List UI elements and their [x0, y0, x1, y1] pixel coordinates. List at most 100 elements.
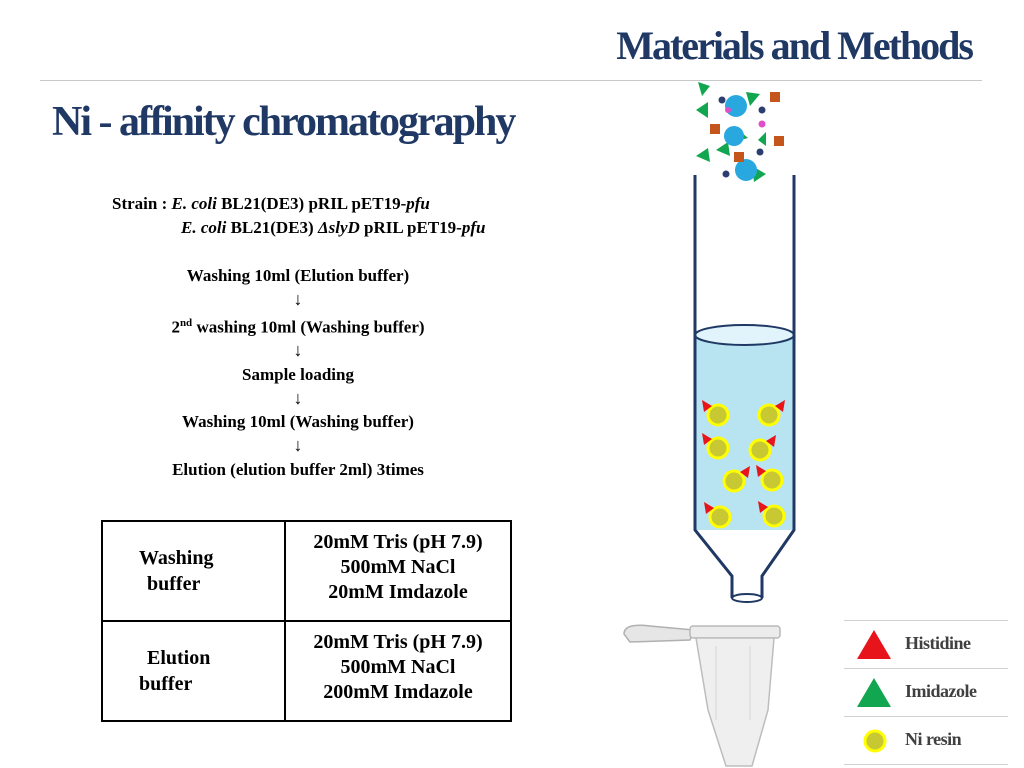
buffer-label: Elution buffer — [101, 620, 286, 722]
falling-particles — [696, 82, 784, 182]
impurity-particle — [774, 136, 784, 146]
liquid-surface — [694, 324, 795, 346]
ni-resin-bead — [762, 504, 786, 528]
histidine-tag — [766, 435, 776, 447]
imidazole-particle — [758, 132, 766, 146]
strain-species: E. coli — [171, 194, 217, 213]
strain2-name: BL21(DE3) — [226, 218, 318, 237]
ni-resin-bead — [722, 469, 746, 493]
imidazole-particle — [696, 148, 710, 162]
component: 500mM NaCl — [340, 556, 456, 578]
histidine-tag — [702, 433, 712, 445]
strain-line-1: Strain : E. coli BL21(DE3) pRIL pET19-pf… — [112, 194, 430, 214]
strain-prefix: Strain : — [112, 194, 172, 213]
legend-item-histidine: Histidine — [844, 620, 1008, 668]
ni-resin-bead — [757, 403, 781, 427]
histidine-tag — [704, 502, 714, 514]
ni-resin-beads — [702, 400, 786, 529]
strain2-plasmid: pfu — [461, 218, 486, 237]
component: 20mM Tris (pH 7.9) — [313, 531, 483, 553]
step-2-ordinal: nd — [179, 316, 193, 329]
step-1: Washing 10ml (Elution buffer) — [186, 266, 410, 285]
histidine-tag — [702, 400, 712, 412]
column-body — [693, 175, 796, 603]
ni-resin-bead — [706, 403, 730, 427]
imidazole-particle — [696, 102, 708, 118]
ni-resin-bead — [748, 438, 772, 462]
ni-resin-bead — [706, 436, 730, 460]
strain2-species: E. coli — [181, 218, 227, 237]
ni-resin-icon — [863, 729, 887, 753]
impurity-particle — [734, 152, 744, 162]
section-title: Ni - affinity chromatography — [52, 99, 516, 145]
histidine-tag — [775, 400, 785, 412]
down-arrow-icon: ↓ — [293, 387, 303, 408]
legend-label: Ni resin — [905, 729, 962, 749]
down-arrow-icon: ↓ — [293, 288, 303, 309]
imidazole-particle — [746, 92, 760, 106]
table-row: Washing buffer 20mM Tris (pH 7.9) 500mM … — [101, 520, 512, 622]
impurity-dot — [722, 170, 730, 178]
down-arrow-icon: ↓ — [293, 340, 303, 361]
step-3: Sample loading — [242, 364, 354, 384]
legend-item-imidazole: Imidazole — [844, 668, 1008, 716]
buffer-label-line-2: buffer — [139, 673, 193, 695]
histidine-triangle-icon — [857, 630, 891, 659]
tube-lid — [623, 624, 696, 643]
legend-label: Histidine — [905, 633, 971, 653]
down-arrow-icon: ↓ — [293, 435, 303, 456]
protein-particle — [725, 95, 747, 117]
step-5: Elution (elution buffer 2ml) 3times — [172, 460, 424, 480]
column-liquid — [695, 335, 794, 530]
step-2-number: 2 — [171, 317, 180, 337]
collection-tube — [623, 624, 781, 767]
column-outlet — [731, 593, 763, 603]
impurity-dot — [758, 120, 766, 128]
step-2-text: washing 10ml (Washing buffer) — [192, 317, 425, 337]
ni-resin-bead — [708, 505, 732, 529]
histidine-tag — [758, 501, 768, 513]
histidine-tag — [740, 466, 750, 478]
ni-resin-bead — [760, 468, 784, 492]
buffer-label: Washing buffer — [101, 520, 286, 622]
imidazole-triangle-icon — [857, 678, 891, 707]
impurity-particle — [770, 92, 780, 102]
strain-line-2: E. coli BL21(DE3) ΔslyD pRIL pET19-pfu — [181, 218, 485, 238]
strain2-rest: pRIL pET19- — [359, 218, 462, 237]
buffer-components: 20mM Tris (pH 7.9) 500mM NaCl 20mM Imdaz… — [284, 520, 512, 622]
component: 500mM NaCl — [340, 656, 456, 678]
legend-label: Imidazole — [905, 681, 977, 701]
buffer-label-line-1: Washing — [139, 547, 214, 569]
imidazole-particle — [716, 142, 730, 156]
component: 20mM Tris (pH 7.9) — [313, 631, 483, 653]
protein-particle — [735, 159, 757, 181]
strain-plasmid: pfu — [406, 194, 430, 213]
component: 200mM Imdazole — [323, 681, 473, 703]
buffer-label-line-2: buffer — [147, 573, 201, 595]
table-row: Elution buffer 20mM Tris (pH 7.9) 500mM … — [101, 620, 512, 722]
column-outline — [693, 175, 796, 598]
tube-rim — [689, 625, 781, 639]
component: 20mM Imdazole — [328, 581, 468, 603]
protein-particle — [724, 126, 744, 146]
histidine-tag — [756, 465, 766, 477]
buffer-label-line-1: Elution — [147, 647, 211, 669]
header-title: Materials and Methods — [616, 23, 974, 68]
legend: Histidine Imidazole Ni resin — [844, 620, 1008, 765]
impurity-dot — [718, 96, 726, 104]
buffer-components: 20mM Tris (pH 7.9) 500mM NaCl 200mM Imda… — [284, 620, 512, 722]
strain2-mutation: ΔslyD — [317, 218, 360, 237]
strain-name: BL21(DE3) pRIL pET19- — [216, 194, 407, 213]
procedure-steps: Washing 10ml (Elution buffer) ↓ 2nd wash… — [118, 264, 478, 482]
step-2: 2nd washing 10ml (Washing buffer) — [118, 312, 478, 339]
impurity-dot — [756, 148, 764, 156]
header-divider — [40, 80, 982, 81]
impurity-dot — [758, 106, 766, 114]
impurity-dot — [725, 107, 731, 113]
tube-body — [695, 637, 775, 767]
imidazole-particle — [698, 82, 710, 96]
impurity-particle — [710, 124, 720, 134]
chromatography-column-illustration — [623, 82, 796, 767]
buffer-table: Washing buffer 20mM Tris (pH 7.9) 500mM … — [101, 520, 512, 722]
step-4: Washing 10ml (Washing buffer) — [182, 412, 414, 432]
